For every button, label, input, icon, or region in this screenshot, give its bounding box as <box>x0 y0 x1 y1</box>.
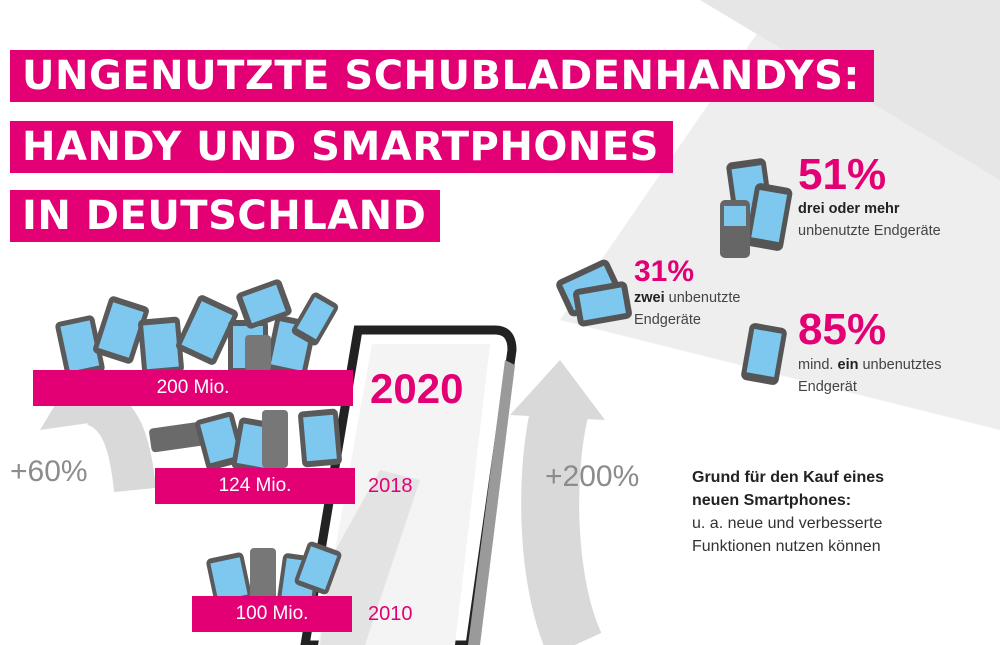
year-2010: 2010 <box>368 603 413 625</box>
growth-left: +60% <box>10 455 88 488</box>
stat-51-rest: unbenutzte Endgeräte <box>798 223 941 239</box>
phone-pile-2020 <box>55 279 339 379</box>
stat-85-percent: 85% <box>798 305 887 354</box>
stat-31-bold: zwei <box>634 290 665 306</box>
year-2020: 2020 <box>370 365 464 412</box>
reason-title-1: Grund für den Kauf eines <box>692 469 885 486</box>
bar-2020: 200 Mio. <box>33 370 353 406</box>
growth-right: +200% <box>545 460 640 493</box>
stat-31-percent: 31% <box>634 255 695 288</box>
stat-85-bold: ein <box>837 357 859 373</box>
bar-2018: 124 Mio. <box>155 468 355 504</box>
title-line-3: IN DEUTSCHLAND <box>10 190 441 242</box>
phone-pile-2018 <box>149 408 342 475</box>
title-line-1: UNGENUTZTE SCHUBLADENHANDYS: <box>10 50 874 102</box>
stat-31-rest-b: Endgeräte <box>634 312 701 328</box>
stat-85-prefix: mind. <box>798 357 834 373</box>
title-line-2: HANDY UND SMARTPHONES <box>10 121 673 173</box>
year-2018: 2018 <box>368 475 413 497</box>
arrow-left-body <box>85 385 156 493</box>
stat-51-text: drei oder mehr unbenutzte Endgeräte <box>798 198 941 242</box>
bar-2010: 100 Mio. <box>192 596 352 632</box>
stat-31-text: zwei unbenutzte Endgeräte <box>634 287 740 331</box>
phone-pile-2010 <box>206 541 342 606</box>
arrow-right-head <box>510 360 605 420</box>
reason-text-2: Funktionen nutzen können <box>692 538 881 555</box>
stat-31-rest-a: unbenutzte <box>668 290 741 306</box>
stat-85-rest-a: unbenutztes <box>862 357 942 373</box>
stat-85-rest-b: Endgerät <box>798 379 857 395</box>
arrow-right-body <box>521 402 602 645</box>
phones-icon-51 <box>720 158 793 258</box>
reason-block: Grund für den Kauf eines neuen Smartphon… <box>692 466 884 558</box>
stat-51-bold: drei oder mehr <box>798 201 900 217</box>
stat-85-text: mind. ein unbenutztes Endgerät <box>798 354 942 398</box>
reason-title-2: neuen Smartphones: <box>692 492 852 509</box>
reason-text-1: u. a. neue und verbesserte <box>692 515 883 532</box>
phones-icon-31 <box>556 259 632 327</box>
stat-51-percent: 51% <box>798 150 887 199</box>
phone-icon-85 <box>741 323 787 385</box>
